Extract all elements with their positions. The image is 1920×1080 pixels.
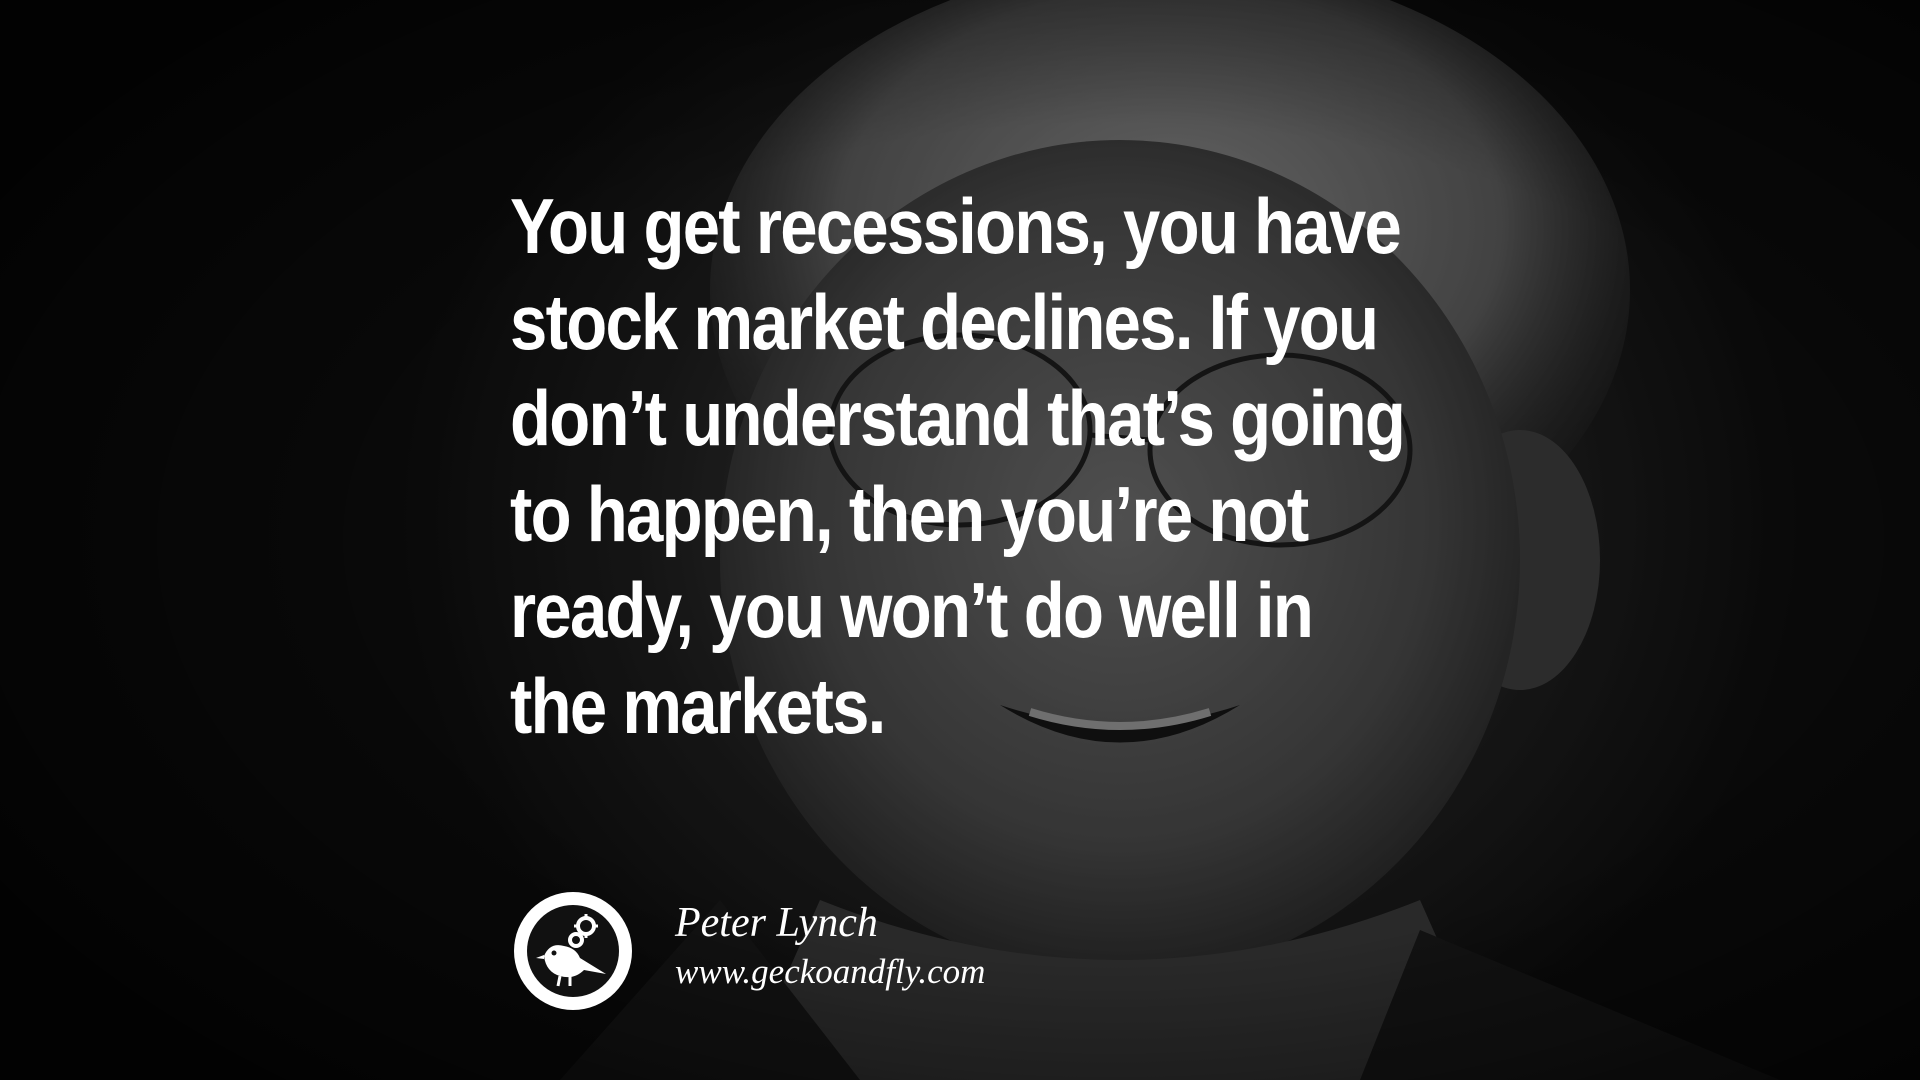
quote-line: ready, you won’t do well in [510, 566, 1314, 654]
author-name: Peter Lynch [675, 900, 878, 946]
quote-line: the markets. [510, 662, 886, 750]
quote-line: stock market declines. If you [510, 278, 1379, 366]
quote-text: You get recessions, you have stock marke… [510, 178, 1406, 754]
quote-line: don’t understand that’s going [510, 374, 1406, 462]
bird-with-gears-icon [514, 892, 632, 1010]
website-url: www.geckoandfly.com [675, 952, 986, 991]
quote-line: You get recessions, you have [510, 182, 1402, 270]
quote-line: to happen, then you’re not [510, 470, 1309, 558]
